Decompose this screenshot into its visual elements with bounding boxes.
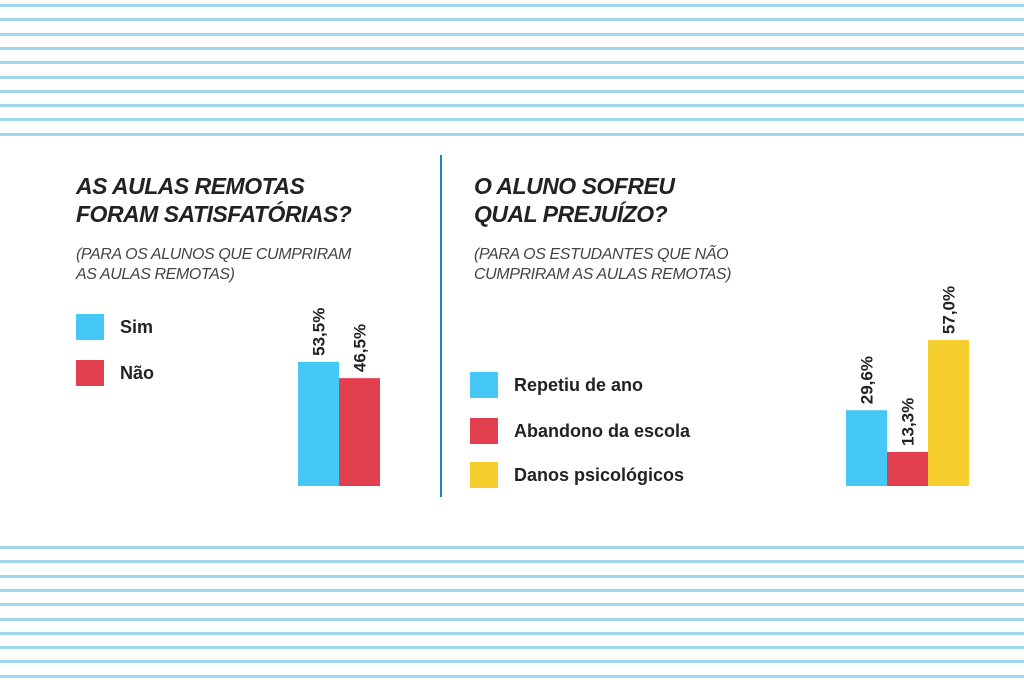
- legend-swatch-abandono: [470, 418, 498, 444]
- stripe-line: [0, 603, 1024, 607]
- legend-item-sim: Sim: [76, 314, 153, 340]
- legend-item-abandono: Abandono da escola: [470, 418, 690, 444]
- stripe-line: [0, 61, 1024, 65]
- stripe-line: [0, 75, 1024, 79]
- stripe-line: [0, 674, 1024, 678]
- bar-value-label: 13,3%: [899, 398, 918, 446]
- left-chart-subtitle: (PARA OS ALUNOS QUE CUMPRIRAM AS AULAS R…: [76, 245, 351, 285]
- bar-n-o: [339, 378, 380, 486]
- legend-item-danos: Danos psicológicos: [470, 462, 684, 488]
- stripe-line: [0, 631, 1024, 635]
- bar-value-label: 57,0%: [940, 286, 959, 334]
- left-title-line-1: AS AULAS REMOTAS: [76, 173, 305, 199]
- legend-swatch-nao: [76, 360, 104, 386]
- left-subtitle-line-1: (PARA OS ALUNOS QUE CUMPRIRAM: [76, 246, 351, 263]
- right-chart-title: O ALUNO SOFREU QUAL PREJUÍZO?: [474, 172, 675, 228]
- stripe-line: [0, 546, 1024, 549]
- stripe-line: [0, 18, 1024, 22]
- bar-sim: [298, 361, 339, 486]
- right-chart-panel: O ALUNO SOFREU QUAL PREJUÍZO? (PARA OS E…: [470, 150, 1004, 510]
- legend-label-repetiu: Repetiu de ano: [514, 374, 644, 395]
- stripe-line: [0, 588, 1024, 592]
- stripe-line: [0, 560, 1024, 564]
- stripe-line: [0, 646, 1024, 650]
- stripe-line: [0, 118, 1024, 122]
- bar-abandono-da-escola: [887, 451, 928, 486]
- right-title-line-2: QUAL PREJUÍZO?: [474, 201, 668, 227]
- legend-swatch-danos: [470, 462, 498, 488]
- panel-divider: [440, 155, 442, 497]
- legend-label-sim: Sim: [120, 316, 154, 337]
- stripe-line: [0, 660, 1024, 664]
- left-title-line-2: FORAM SATISFATÓRIAS?: [76, 201, 352, 227]
- right-subtitle-line-2: CUMPRIRAM AS AULAS REMOTAS): [474, 266, 732, 283]
- legend-label-abandono: Abandono da escola: [514, 420, 691, 441]
- legend-item-repetiu: Repetiu de ano: [470, 372, 643, 398]
- left-chart-panel: AS AULAS REMOTAS FORAM SATISFATÓRIAS? (P…: [76, 150, 426, 510]
- bar-repetiu-de-ano: [846, 410, 887, 486]
- bar-danos-psicol-gicos: [928, 340, 969, 486]
- right-subtitle-line-1: (PARA OS ESTUDANTES QUE NÃO: [474, 246, 729, 263]
- legend-label-nao: Não: [120, 362, 155, 383]
- bottom-stripe-band: [0, 540, 1024, 682]
- left-subtitle-line-2: AS AULAS REMOTAS): [76, 266, 235, 283]
- right-chart-subtitle: (PARA OS ESTUDANTES QUE NÃO CUMPRIRAM AS…: [474, 245, 731, 285]
- legend-label-danos: Danos psicológicos: [514, 464, 685, 485]
- right-title-line-1: O ALUNO SOFREU: [474, 173, 675, 199]
- left-bar-chart: 53,5% 46,5%: [298, 308, 380, 486]
- legend-swatch-repetiu: [470, 372, 498, 398]
- stripe-line: [0, 32, 1024, 36]
- top-stripe-band: [0, 0, 1024, 140]
- stripe-line: [0, 104, 1024, 108]
- stripe-line: [0, 46, 1024, 50]
- legend-item-nao: Não: [76, 360, 154, 386]
- stripe-line: [0, 617, 1024, 621]
- stripe-line: [0, 4, 1024, 7]
- stripe-line: [0, 89, 1024, 93]
- bar-value-label: 53,5%: [310, 308, 329, 356]
- right-bar-chart: 29,6% 13,3% 57,0%: [846, 286, 969, 486]
- legend-swatch-sim: [76, 314, 104, 340]
- bar-value-label: 46,5%: [351, 324, 370, 372]
- left-chart-title: AS AULAS REMOTAS FORAM SATISFATÓRIAS?: [76, 172, 352, 228]
- stripe-line: [0, 574, 1024, 578]
- bar-value-label: 29,6%: [858, 356, 877, 404]
- stripe-line: [0, 132, 1024, 136]
